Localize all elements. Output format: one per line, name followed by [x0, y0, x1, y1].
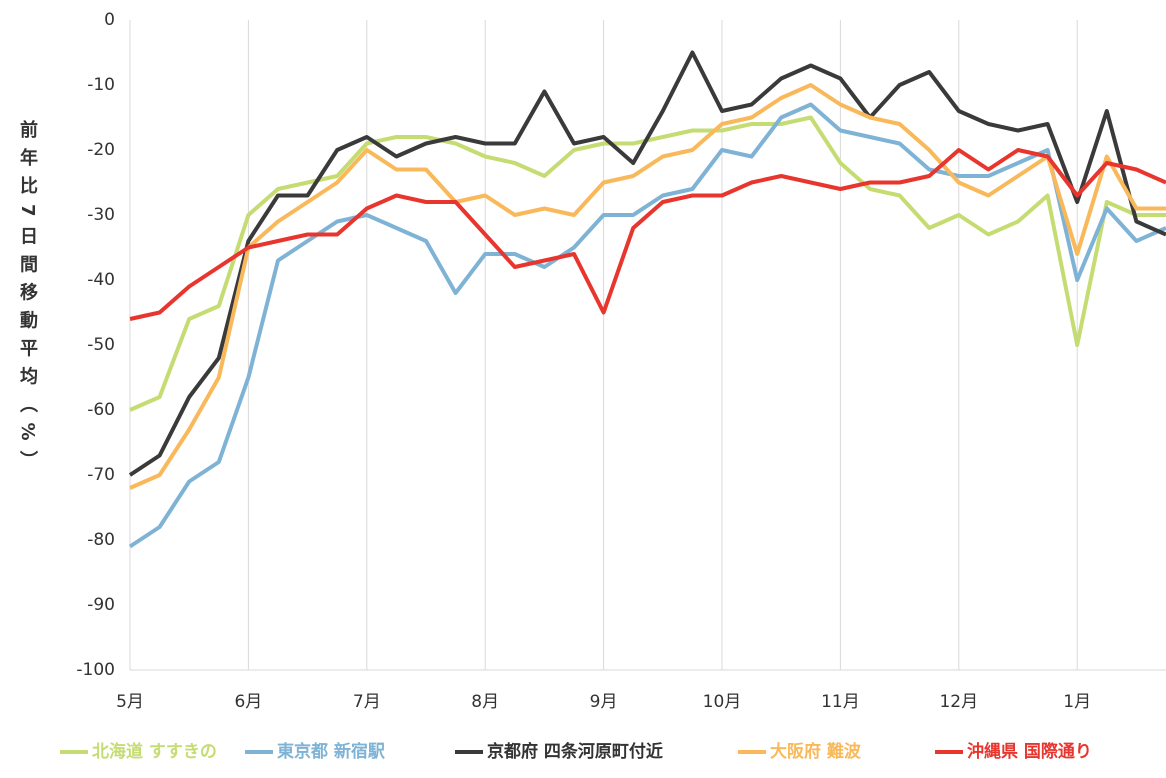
series-line: [129, 83, 1166, 490]
y-tick-label: -80: [87, 530, 115, 550]
series-line: [129, 115, 1166, 412]
legend-label: 北海道 すすきの: [92, 741, 217, 762]
x-tick-label: 11月: [821, 692, 860, 712]
y-tick-label: -90: [87, 595, 115, 615]
x-tick-label: 10月: [703, 692, 742, 712]
y-tick-label: -70: [87, 465, 115, 485]
y-tick-label: -30: [87, 205, 115, 225]
y-tick-label: -10: [87, 75, 115, 95]
series-line: [128, 50, 1166, 477]
series-line: [128, 102, 1166, 549]
x-tick-label: 8月: [471, 692, 499, 712]
legend-label: 大阪府 難波: [770, 741, 862, 762]
x-tick-label: 5月: [116, 692, 144, 712]
y-tick-label: 0: [104, 10, 115, 30]
legend-label: 京都府 四条河原町付近: [487, 741, 663, 762]
series-line: [129, 148, 1166, 321]
x-tick-label: 12月: [939, 692, 978, 712]
x-tick-label: 9月: [590, 692, 618, 712]
y-tick-label: -40: [87, 270, 115, 290]
legend-label: 東京都 新宿駅: [277, 741, 386, 762]
x-tick-label: 7月: [353, 692, 381, 712]
y-tick-label: -50: [87, 335, 115, 355]
y-axis-label: 前年比7日間移動平均（%）: [17, 120, 38, 479]
x-tick-label: 1月: [1063, 692, 1091, 712]
legend-label: 沖縄県 国際通り: [967, 741, 1092, 762]
y-tick-label: -100: [76, 660, 115, 680]
y-tick-label: -60: [87, 400, 115, 420]
x-tick-label: 6月: [234, 692, 262, 712]
y-tick-label: -20: [87, 140, 115, 160]
